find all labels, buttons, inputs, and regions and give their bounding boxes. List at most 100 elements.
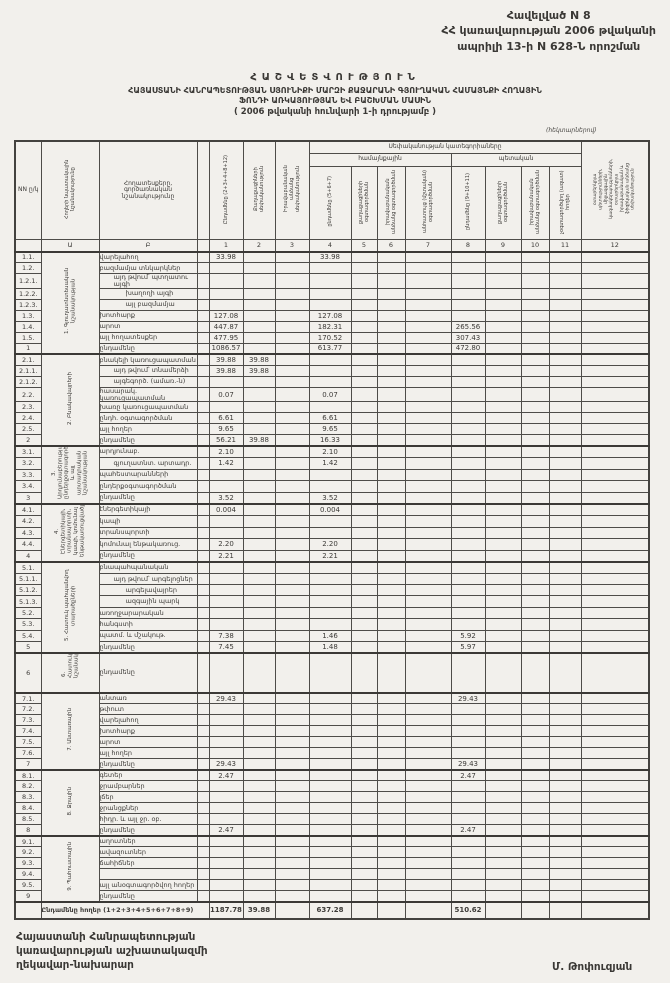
- value-cell: [350, 444, 378, 458]
- value-cell: [548, 386, 582, 403]
- value-cell: [242, 262, 276, 275]
- land-type-cell: այլ հողեր: [98, 747, 198, 760]
- value-cell: 265.56: [450, 320, 486, 333]
- row-code-cell: 5.1.: [14, 560, 42, 574]
- value-cell: [520, 584, 550, 597]
- value-cell: [580, 758, 650, 771]
- value-cell: [350, 813, 378, 826]
- col-number: 11: [548, 239, 582, 253]
- value-cell: [450, 879, 486, 892]
- value-cell: [548, 834, 582, 848]
- value-cell: 39.88: [242, 900, 276, 920]
- value-cell: [274, 273, 310, 289]
- land-type-cell: հիդր. և այլ ջր. օբ.: [98, 813, 198, 826]
- col-header-state-total-text: ընդամենը (9+10+11): [465, 173, 471, 230]
- col-header-code: [196, 140, 210, 241]
- value-cell: [242, 813, 276, 826]
- value-cell: [580, 331, 650, 344]
- community-group-header: համայնքային: [308, 152, 452, 167]
- land-type-cell: բնակելի կառուցապատման: [98, 353, 198, 366]
- value-cell: [376, 572, 406, 586]
- value-cell: [484, 629, 522, 642]
- value-cell: [484, 538, 522, 551]
- land-type-cell: այլ բազմամյա: [98, 298, 198, 311]
- row-code-cell: 1.4.: [14, 320, 42, 333]
- category-label: 6. Հատուկ նշանակության: [40, 651, 100, 694]
- value-cell: [450, 502, 486, 516]
- value-cell: [580, 298, 650, 311]
- value-cell: [242, 834, 276, 848]
- appendix-line-3: ապրիլի 13-ի N 628-Ն որոշման: [457, 39, 641, 53]
- value-cell: [580, 618, 650, 631]
- code-cell: [196, 691, 210, 705]
- code-cell: [196, 791, 210, 804]
- code-cell: [196, 813, 210, 826]
- row-code-cell: 7.5.: [14, 736, 42, 749]
- value-cell: [350, 768, 378, 782]
- col-number: 6: [376, 239, 406, 253]
- value-cell: [242, 331, 276, 344]
- value-cell: [274, 629, 310, 642]
- code-cell: [196, 890, 210, 903]
- value-cell: [520, 768, 550, 782]
- value-cell: [376, 423, 406, 436]
- value-cell: [404, 572, 452, 586]
- value-cell: [484, 857, 522, 870]
- value-cell: [580, 768, 650, 782]
- land-type-cell: արոտ: [98, 736, 198, 749]
- table-row: 1.2.1. այդ թվում՝ պտղատու այգի: [14, 273, 650, 289]
- code-cell: [196, 491, 210, 505]
- value-cell: [450, 606, 486, 620]
- code-cell: [196, 480, 210, 493]
- col-number: 4: [308, 239, 352, 253]
- value-cell: [484, 725, 522, 738]
- row-code-cell: 2.2.: [14, 386, 42, 403]
- table-row: 5.1.1. այդ թվում՝ արգելոցներ: [14, 572, 650, 586]
- value-cell: [376, 342, 406, 355]
- row-code-cell: 1.2.3.: [14, 298, 42, 311]
- value-cell: [580, 375, 650, 388]
- value-cell: [242, 320, 276, 333]
- value-cell: [308, 401, 352, 414]
- code-cell: [196, 298, 210, 311]
- value-cell: [484, 802, 522, 815]
- value-cell: [376, 703, 406, 716]
- table-row: 8.5. հիդր. և այլ ջր. օբ.: [14, 813, 650, 826]
- value-cell: [404, 791, 452, 804]
- value-cell: [350, 736, 378, 749]
- value-cell: [208, 584, 244, 597]
- value-cell: [350, 846, 378, 859]
- value-cell: [450, 791, 486, 804]
- code-cell: [196, 572, 210, 586]
- value-cell: [404, 813, 452, 826]
- value-cell: [274, 758, 310, 771]
- header-row-ownership: NN ը/կ Հողերի նպատակային նշանակությունը …: [14, 140, 650, 241]
- land-type-cell: այդ թվում՝ պտղատու այգի: [98, 273, 198, 289]
- value-cell: 6.61: [208, 412, 244, 425]
- land-type-cell: ճահիճներ: [98, 857, 198, 870]
- code-cell: [196, 309, 210, 322]
- value-cell: [376, 758, 406, 771]
- value-cell: [548, 491, 582, 505]
- value-cell: [350, 549, 378, 563]
- value-cell: [548, 595, 582, 608]
- value-cell: [520, 444, 550, 458]
- value-cell: [580, 538, 650, 551]
- value-cell: [208, 572, 244, 586]
- value-cell: [274, 526, 310, 540]
- table-row: 7.6. այլ հողեր: [14, 747, 650, 760]
- land-type-cell: թփուտ: [98, 703, 198, 716]
- table-row: 1 ընդամենը 1086.57 613.77 472.80: [14, 342, 650, 355]
- value-cell: [208, 595, 244, 608]
- value-cell: [580, 434, 650, 447]
- value-cell: [376, 834, 406, 848]
- value-cell: 1.48: [308, 640, 352, 654]
- code-cell: [196, 595, 210, 608]
- value-cell: [484, 353, 522, 366]
- value-cell: [548, 768, 582, 782]
- table-row: 8.4. ջրանցքներ: [14, 802, 650, 815]
- value-cell: [242, 791, 276, 804]
- row-code-cell: 1.5.: [14, 331, 42, 344]
- value-cell: 170.52: [308, 331, 352, 344]
- code-cell: [196, 606, 210, 620]
